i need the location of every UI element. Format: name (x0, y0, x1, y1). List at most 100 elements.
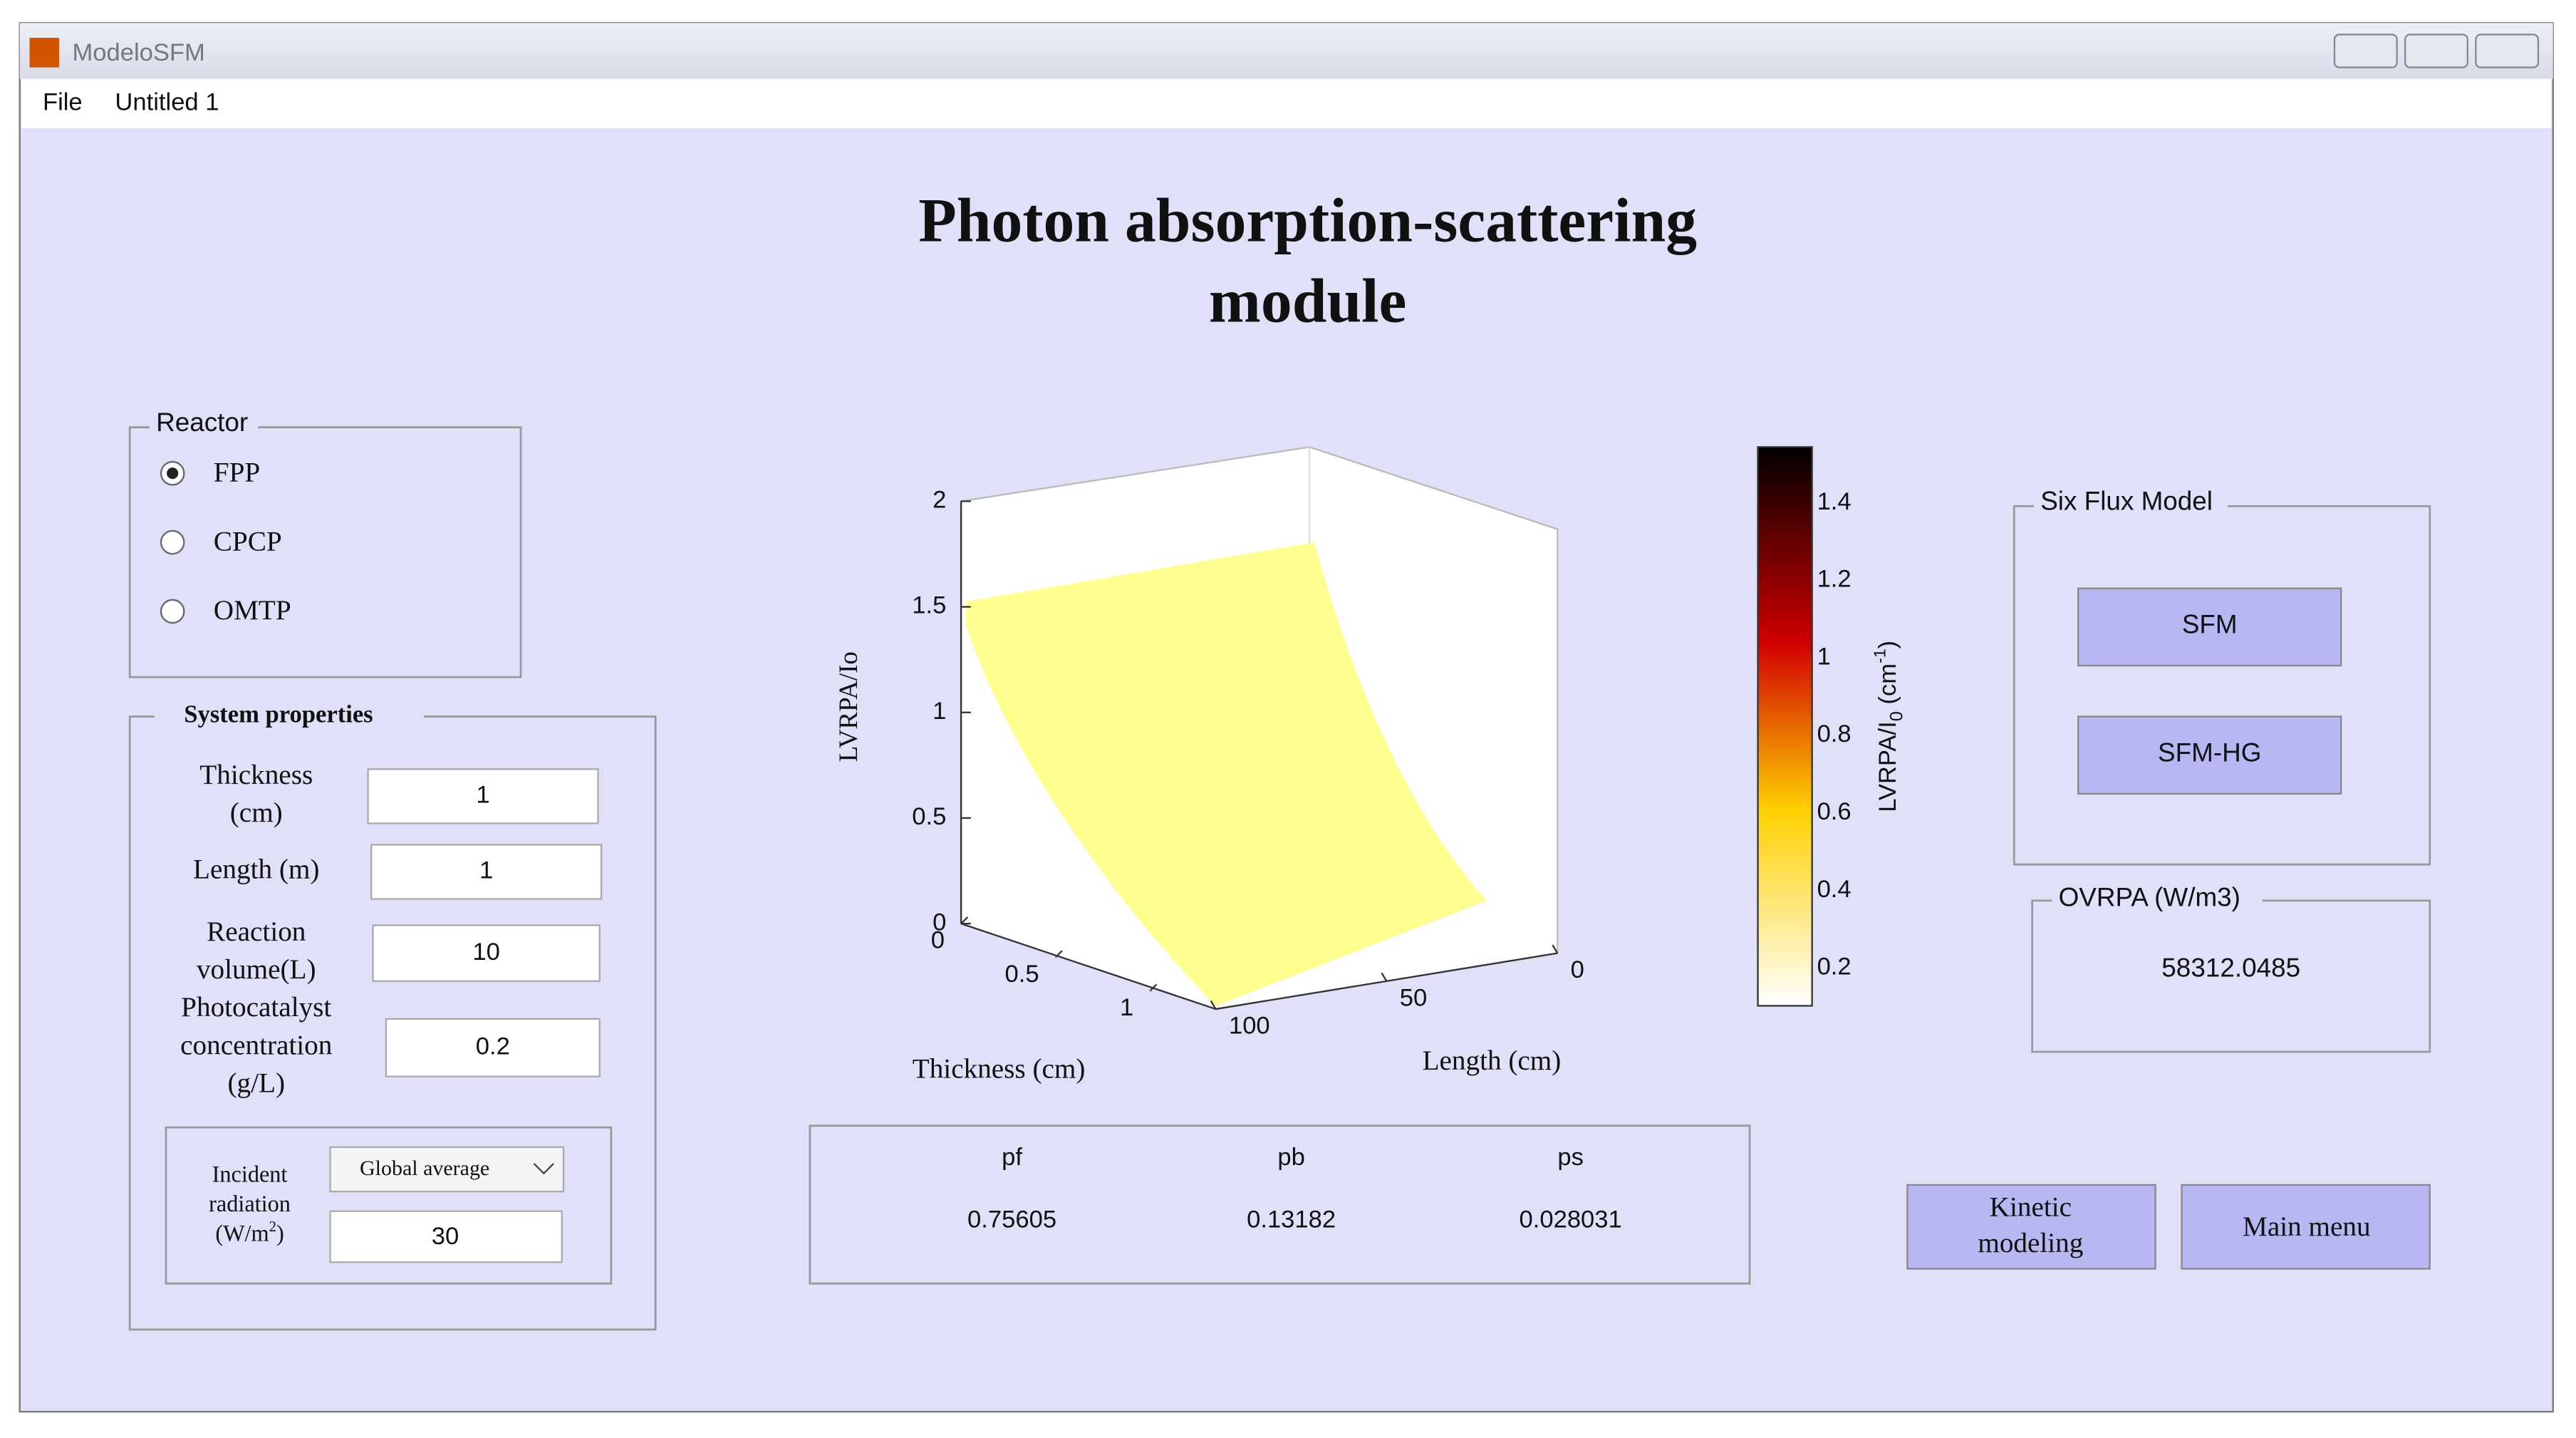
results-panel (809, 1124, 1751, 1285)
field-label: volume(L) (197, 954, 316, 985)
panel-legend: OVRPA (W/m3) (2059, 882, 2240, 911)
maximize-button[interactable] (2404, 33, 2468, 68)
text-input[interactable] (329, 1210, 563, 1263)
unit: (W/m (215, 1221, 269, 1246)
label-sup: -1 (1871, 648, 1889, 663)
heading: module (1209, 266, 1407, 335)
axis-label: LVRPA/Io (833, 651, 863, 762)
tick-label: 1.2 (1817, 566, 1852, 593)
dropdown[interactable] (329, 1146, 565, 1193)
input-value: 1 (476, 782, 489, 809)
text-input[interactable] (385, 1018, 601, 1077)
tick-mark (960, 916, 969, 924)
button-label: SFM (2182, 609, 2238, 638)
tick-label: 1.4 (1817, 488, 1852, 515)
tick-mark (1552, 944, 1559, 954)
close-button[interactable] (2475, 33, 2540, 68)
button-label: Kinetic (1990, 1191, 2072, 1222)
tick-label: 0.4 (1817, 876, 1852, 903)
menu-bar (21, 78, 2552, 128)
window-title: ModeloSFM (72, 39, 204, 66)
heading: Photon absorption-scattering (918, 185, 1697, 254)
text-input[interactable] (367, 768, 599, 824)
surface (966, 542, 1487, 1006)
field-label: Incident (212, 1162, 288, 1187)
tick-mark (1381, 972, 1388, 982)
field-label: (g/L) (227, 1067, 285, 1098)
unit-sup: 2 (269, 1219, 276, 1235)
result-header: pf (1002, 1144, 1022, 1171)
incident-panel (165, 1126, 613, 1285)
tick-label: 1 (1817, 643, 1831, 670)
tick-label: 100 (1229, 1013, 1270, 1040)
field-label: Reaction (207, 916, 306, 947)
field-label: radiation (209, 1191, 291, 1216)
result-header: ps (1557, 1144, 1584, 1171)
tick-mark (1210, 1000, 1217, 1010)
radio-label: CPCP (214, 526, 282, 557)
tick-label: 50 (1400, 984, 1427, 1011)
tick-label: 0.5 (1005, 961, 1039, 988)
app-icon (29, 38, 60, 68)
dropdown-value: Global average (360, 1157, 489, 1180)
input-value: 30 (432, 1223, 459, 1250)
button-label: SFM-HG (2158, 738, 2261, 767)
dropdown-arrow (533, 1163, 554, 1175)
ovrpa-value: 58312.0485 (2161, 953, 2300, 982)
radio-label: FPP (214, 457, 260, 488)
field-label: (cm) (230, 797, 283, 828)
tick-label: 1 (933, 698, 946, 725)
tick-label: 0 (1571, 956, 1584, 983)
kinetic-button[interactable] (1906, 1184, 2156, 1270)
field-label: Length (m) (193, 854, 319, 884)
tick-mark (1054, 950, 1063, 958)
minimize-button[interactable] (2333, 33, 2398, 68)
field-label: (W/m2) (215, 1219, 284, 1246)
unit: ) (276, 1221, 284, 1246)
radio-dot (167, 467, 179, 480)
tick-mark (1149, 983, 1158, 992)
input-value: 10 (472, 938, 499, 966)
result-header: pb (1277, 1144, 1304, 1171)
label-sub: 0 (1886, 711, 1906, 721)
label-part: (cm (1874, 663, 1901, 711)
tick-label: 0.5 (912, 803, 946, 830)
axis-label: Thickness (cm) (913, 1054, 1086, 1085)
text-input[interactable] (372, 924, 601, 983)
sfm-button[interactable] (2077, 587, 2342, 667)
tick-label: 1.5 (912, 592, 946, 619)
label-part: LVRPA/I (1874, 721, 1901, 812)
main-menu-button[interactable] (2181, 1184, 2431, 1270)
menu-item[interactable]: File (43, 88, 83, 115)
label-part: ) (1874, 641, 1901, 649)
panel-legend: Reactor (156, 408, 248, 437)
tick-label: 0 (931, 927, 945, 954)
panel-legend: Six Flux Model (2040, 486, 2213, 515)
result-value: 0.13182 (1247, 1206, 1336, 1233)
button-label: Main menu (2243, 1211, 2371, 1242)
result-value: 0.028031 (1520, 1206, 1622, 1233)
text-input[interactable] (370, 844, 603, 900)
radio-label: OMTP (214, 595, 291, 626)
tick-label: 0.6 (1817, 798, 1852, 825)
tick-label: 2 (933, 487, 946, 514)
title-bar (19, 23, 2553, 79)
result-value: 0.75605 (967, 1206, 1056, 1233)
panel-legend: System properties (184, 700, 373, 728)
tick-label: 1 (1120, 994, 1133, 1021)
radio-button[interactable] (160, 529, 185, 555)
button-label: modeling (1978, 1228, 2083, 1258)
colorbar (1757, 446, 1813, 1007)
colorbar-label: LVRPA/I0 (cm-1) (1871, 641, 1907, 812)
reactor-panel (128, 426, 522, 678)
field-label: Thickness (199, 760, 313, 790)
menu-item[interactable]: Untitled 1 (115, 88, 219, 115)
radio-button[interactable] (160, 599, 185, 624)
tick-label: 0 (933, 909, 946, 936)
tick-label: 0.2 (1817, 953, 1852, 981)
tick-label: 0.8 (1817, 720, 1852, 748)
input-value: 1 (479, 857, 493, 884)
axis-label: Length (cm) (1423, 1045, 1562, 1076)
sfm-hg-button[interactable] (2077, 715, 2342, 795)
